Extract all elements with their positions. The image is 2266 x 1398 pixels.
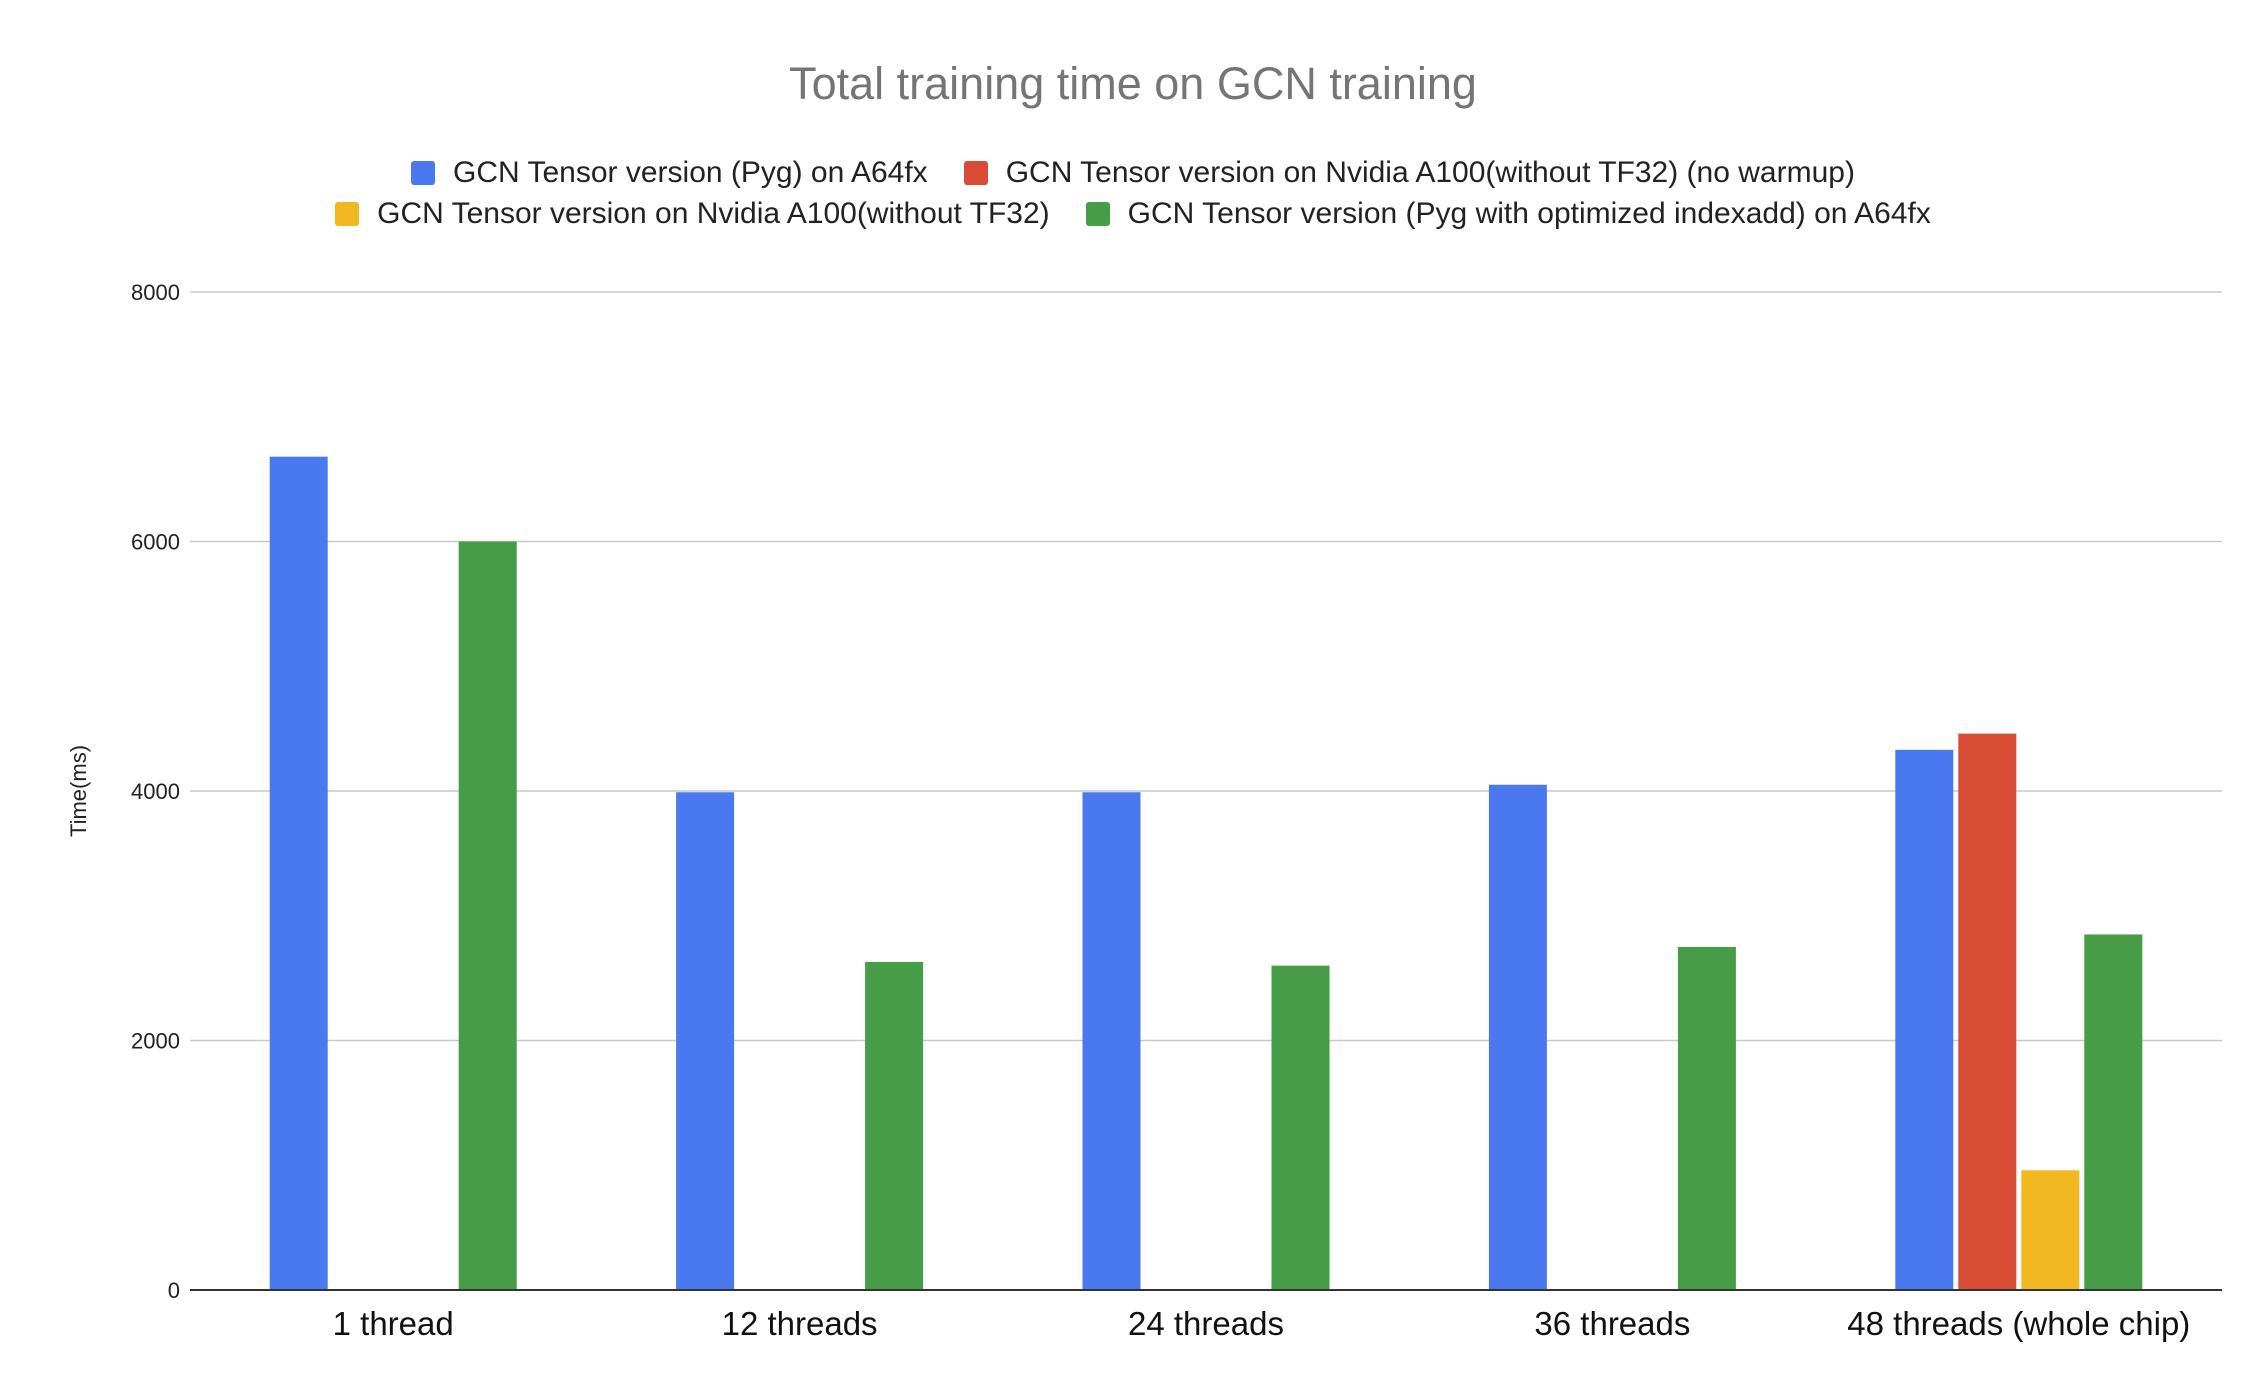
legend-label-series-3: GCN Tensor version on Nvidia A100(withou…: [377, 197, 1050, 230]
legend-item-series-2[interactable]: GCN Tensor version on Nvidia A100(withou…: [963, 156, 1855, 190]
legend-swatch-series-4: [1085, 202, 1110, 226]
legend-label-series-4: GCN Tensor version (Pyg with optimized i…: [1127, 197, 1931, 230]
bar-series-1-cat-1: [269, 456, 328, 1290]
bar-series-1-cat-4: [1488, 784, 1547, 1290]
chart-title: Total training time on GCN training: [789, 58, 1477, 109]
bar-series-1-cat-2: [676, 792, 735, 1290]
x-tick-label-3: 24 threads: [1128, 1305, 1284, 1342]
bar-series-3-cat-5: [2021, 1170, 2080, 1290]
legend-item-series-4[interactable]: GCN Tensor version (Pyg with optimized i…: [1085, 197, 1931, 231]
legend-swatch-series-1: [411, 161, 436, 185]
y-tick-label-8000: 8000: [131, 280, 180, 305]
y-axis-title: Time(ms): [66, 745, 91, 837]
legend-item-series-1[interactable]: GCN Tensor version (Pyg) on A64fx: [411, 156, 928, 190]
legend-row-2: GCN Tensor version on Nvidia A100(withou…: [0, 197, 2266, 231]
y-tick-label-6000: 6000: [131, 530, 180, 555]
y-tick-label-4000: 4000: [131, 779, 180, 804]
bar-series-2-cat-5: [1958, 733, 2017, 1290]
legend-swatch-series-2: [963, 161, 988, 185]
x-tick-label-5: 48 threads (whole chip): [1847, 1305, 2190, 1342]
x-tick-label-2: 12 threads: [722, 1305, 878, 1342]
y-tick-label-0: 0: [168, 1278, 180, 1303]
legend-swatch-series-3: [335, 202, 360, 226]
y-tick-label-2000: 2000: [131, 1029, 180, 1054]
bar-series-4-cat-3: [1271, 965, 1330, 1290]
legend-row-1: GCN Tensor version (Pyg) on A64fx GCN Te…: [0, 156, 2266, 190]
legend-label-series-1: GCN Tensor version (Pyg) on A64fx: [453, 156, 928, 189]
x-tick-label-4: 36 threads: [1534, 1305, 1690, 1342]
x-tick-label-1: 1 thread: [333, 1305, 454, 1342]
bar-series-4-cat-2: [865, 961, 924, 1290]
legend-label-series-2: GCN Tensor version on Nvidia A100(withou…: [1005, 156, 1855, 189]
bar-series-4-cat-1: [458, 541, 517, 1290]
bar-series-4-cat-5: [2084, 934, 2143, 1290]
bar-series-1-cat-3: [1082, 792, 1141, 1290]
legend-item-series-3[interactable]: GCN Tensor version on Nvidia A100(withou…: [335, 197, 1050, 231]
bar-series-1-cat-5: [1895, 749, 1954, 1290]
bar-series-4-cat-4: [1677, 946, 1736, 1290]
